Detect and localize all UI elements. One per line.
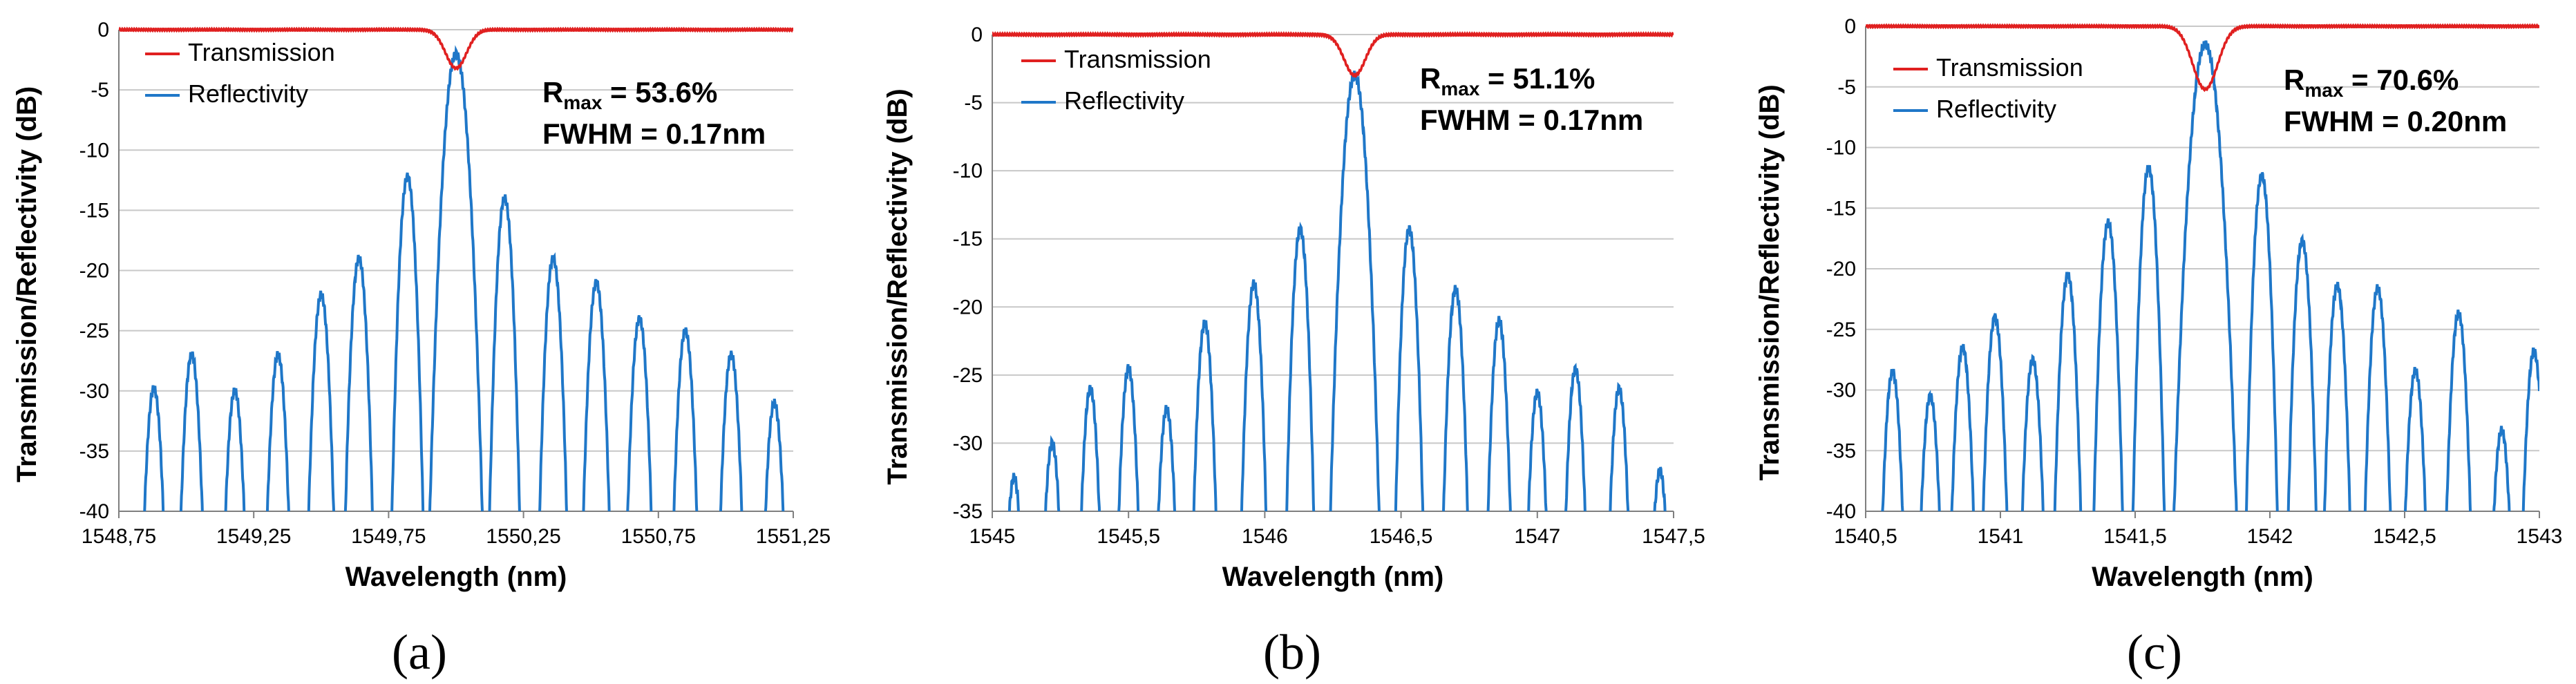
y-tick-label: -40: [79, 500, 109, 523]
legend-label-reflectivity: Reflectivity: [1064, 86, 1184, 115]
fwhm-annotation: FWHM = 0.17nm: [542, 117, 766, 150]
x-tick-label: 1549,75: [351, 525, 426, 548]
x-tick-label: 1545: [969, 525, 1016, 548]
y-tick-label: -30: [953, 432, 983, 455]
x-axis-label: Wavelength (nm): [1222, 562, 1444, 592]
rmax-value: = 51.1%: [1479, 62, 1595, 95]
x-tick-label: 1542: [2247, 525, 2293, 548]
rmax-symbol: R: [542, 76, 563, 108]
x-tick-label: 1543: [2517, 525, 2563, 548]
fwhm-annotation: FWHM = 0.20nm: [2284, 105, 2507, 137]
x-tick-label: 1540,5: [1834, 525, 1897, 548]
y-tick-label: -20: [79, 260, 109, 283]
y-tick-label: -35: [953, 500, 983, 523]
y-tick-label: 0: [971, 23, 983, 46]
legend-label-transmission: Transmission: [1936, 53, 2083, 82]
y-tick-label: -30: [79, 380, 109, 403]
x-tick-label: 1541,5: [2103, 525, 2167, 548]
y-axis-label: Transmission/Reflectivity (dB): [882, 88, 913, 484]
y-tick-label: -20: [1826, 258, 1856, 281]
rmax-subscript: max: [563, 92, 602, 113]
panel-label: (b): [1263, 625, 1321, 680]
transmission-series-line: [1866, 23, 2539, 93]
transmission-series-line: [992, 31, 1674, 79]
legend-label-transmission: Transmission: [1064, 45, 1211, 73]
y-axis-label: Transmission/Reflectivity (dB): [1754, 84, 1785, 480]
x-tick-label: 1541: [1978, 525, 2024, 548]
y-tick-label: -35: [1826, 439, 1856, 462]
y-tick-label: -5: [964, 92, 983, 115]
x-tick-label: 1546: [1242, 525, 1288, 548]
x-tick-label: 1545,5: [1097, 525, 1160, 548]
reflectivity-series-line: [143, 45, 785, 511]
reflectivity-series-line: [1881, 40, 2539, 511]
y-tick-label: -15: [953, 228, 983, 251]
y-tick-label: -10: [1826, 137, 1856, 160]
x-tick-label: 1550,75: [621, 525, 696, 548]
transmission-series-line: [119, 26, 793, 71]
x-axis-label: Wavelength (nm): [2092, 562, 2313, 592]
rmax-annotation: Rmax = 53.6%: [542, 76, 717, 113]
x-tick-label: 1550,25: [486, 525, 560, 548]
x-tick-label: 1547,5: [1642, 525, 1705, 548]
rmax-annotation: Rmax = 51.1%: [1420, 62, 1595, 99]
y-tick-label: -25: [1826, 319, 1856, 341]
y-tick-label: 0: [1844, 15, 1856, 38]
y-tick-label: -10: [953, 160, 983, 182]
y-axis-label: Transmission/Reflectivity (dB): [12, 86, 42, 482]
y-tick-label: -15: [1826, 197, 1856, 220]
x-tick-label: 1547: [1514, 525, 1560, 548]
y-tick-label: -30: [1826, 379, 1856, 402]
y-tick-label: -25: [79, 320, 109, 343]
y-tick-label: -25: [953, 364, 983, 387]
x-tick-label: 1551,25: [756, 525, 831, 548]
x-tick-label: 1549,25: [216, 525, 291, 548]
legend-label-reflectivity: Reflectivity: [1936, 95, 2056, 123]
rmax-annotation: Rmax = 70.6%: [2284, 64, 2459, 101]
rmax-value: = 70.6%: [2343, 64, 2459, 96]
y-tick-label: -10: [79, 139, 109, 162]
rmax-subscript: max: [2304, 79, 2343, 101]
x-axis-label: Wavelength (nm): [345, 562, 567, 592]
rmax-subscript: max: [1441, 78, 1479, 99]
legend-label-transmission: Transmission: [188, 38, 335, 66]
y-tick-label: -20: [953, 296, 983, 319]
reflectivity-series-line: [1007, 70, 1667, 511]
x-tick-label: 1546,5: [1370, 525, 1433, 548]
y-tick-label: -15: [79, 199, 109, 222]
rmax-symbol: R: [2284, 64, 2304, 96]
y-tick-label: -5: [91, 79, 109, 102]
y-tick-label: -35: [79, 440, 109, 463]
panel-label: (c): [2127, 625, 2182, 680]
fwhm-annotation: FWHM = 0.17nm: [1420, 104, 1643, 136]
legend-label-reflectivity: Reflectivity: [188, 79, 308, 108]
y-tick-label: -40: [1826, 500, 1856, 523]
x-tick-label: 1542,5: [2373, 525, 2436, 548]
x-tick-label: 1548,75: [82, 525, 156, 548]
y-tick-label: -5: [1837, 76, 1856, 99]
rmax-value: = 53.6%: [602, 76, 717, 108]
panel-label: (a): [392, 625, 447, 680]
y-tick-label: 0: [97, 19, 109, 41]
rmax-symbol: R: [1420, 62, 1441, 95]
